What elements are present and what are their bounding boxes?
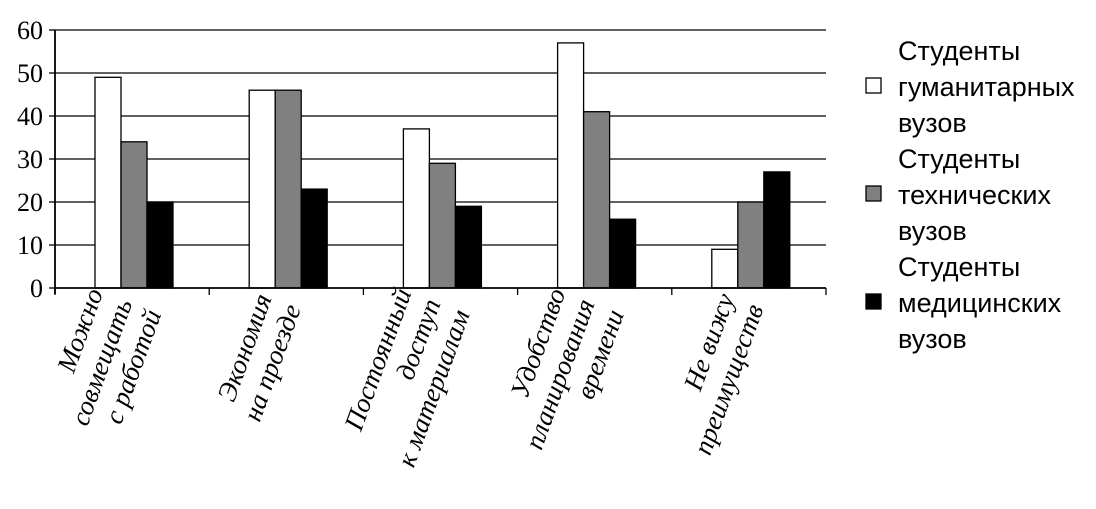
legend-label-line: медицинских <box>898 288 1062 318</box>
bar <box>248 89 276 289</box>
legend-swatch <box>865 293 882 310</box>
bar <box>300 188 328 289</box>
bar <box>120 141 148 289</box>
legend-label-line: Студенты <box>898 144 1020 174</box>
bar <box>402 128 431 289</box>
legend-label-line: вузов <box>898 216 967 246</box>
bar <box>711 248 739 289</box>
legend-swatch <box>865 77 882 94</box>
legend: Студенты гуманитарных вузов Студенты техниче… <box>865 36 1075 354</box>
bar <box>94 76 122 289</box>
bar <box>428 162 457 289</box>
bar <box>146 201 174 289</box>
y-tick-label: 60 <box>17 16 43 45</box>
bar <box>454 205 483 289</box>
legend-label-line: вузов <box>898 324 967 354</box>
bar <box>737 201 765 289</box>
legend-item: Студенты технических вузов <box>865 144 1051 246</box>
legend-swatch <box>865 185 882 202</box>
y-tick-label: 40 <box>17 102 43 131</box>
legend-label-line: Студенты <box>898 252 1020 282</box>
legend-label-line: вузов <box>898 108 967 138</box>
bar <box>274 89 302 289</box>
legend-item: Студенты медицинских вузов <box>865 252 1062 354</box>
legend-item: Студенты гуманитарных вузов <box>865 36 1075 138</box>
legend-label-line: гуманитарных <box>898 72 1075 102</box>
y-tick-label: 50 <box>17 59 43 88</box>
y-tick-label: 30 <box>17 145 43 174</box>
y-tick-label: 20 <box>17 188 43 217</box>
bar <box>763 171 791 289</box>
y-tick-label: 10 <box>17 231 43 260</box>
gridlines <box>55 29 826 246</box>
legend-label-line: технических <box>898 180 1051 210</box>
y-tick-label: 0 <box>30 274 43 303</box>
bar <box>608 218 637 289</box>
axes <box>49 29 827 295</box>
legend-label-line: Студенты <box>898 36 1020 66</box>
bar <box>556 42 585 289</box>
bar <box>582 111 611 289</box>
bars <box>94 42 791 289</box>
